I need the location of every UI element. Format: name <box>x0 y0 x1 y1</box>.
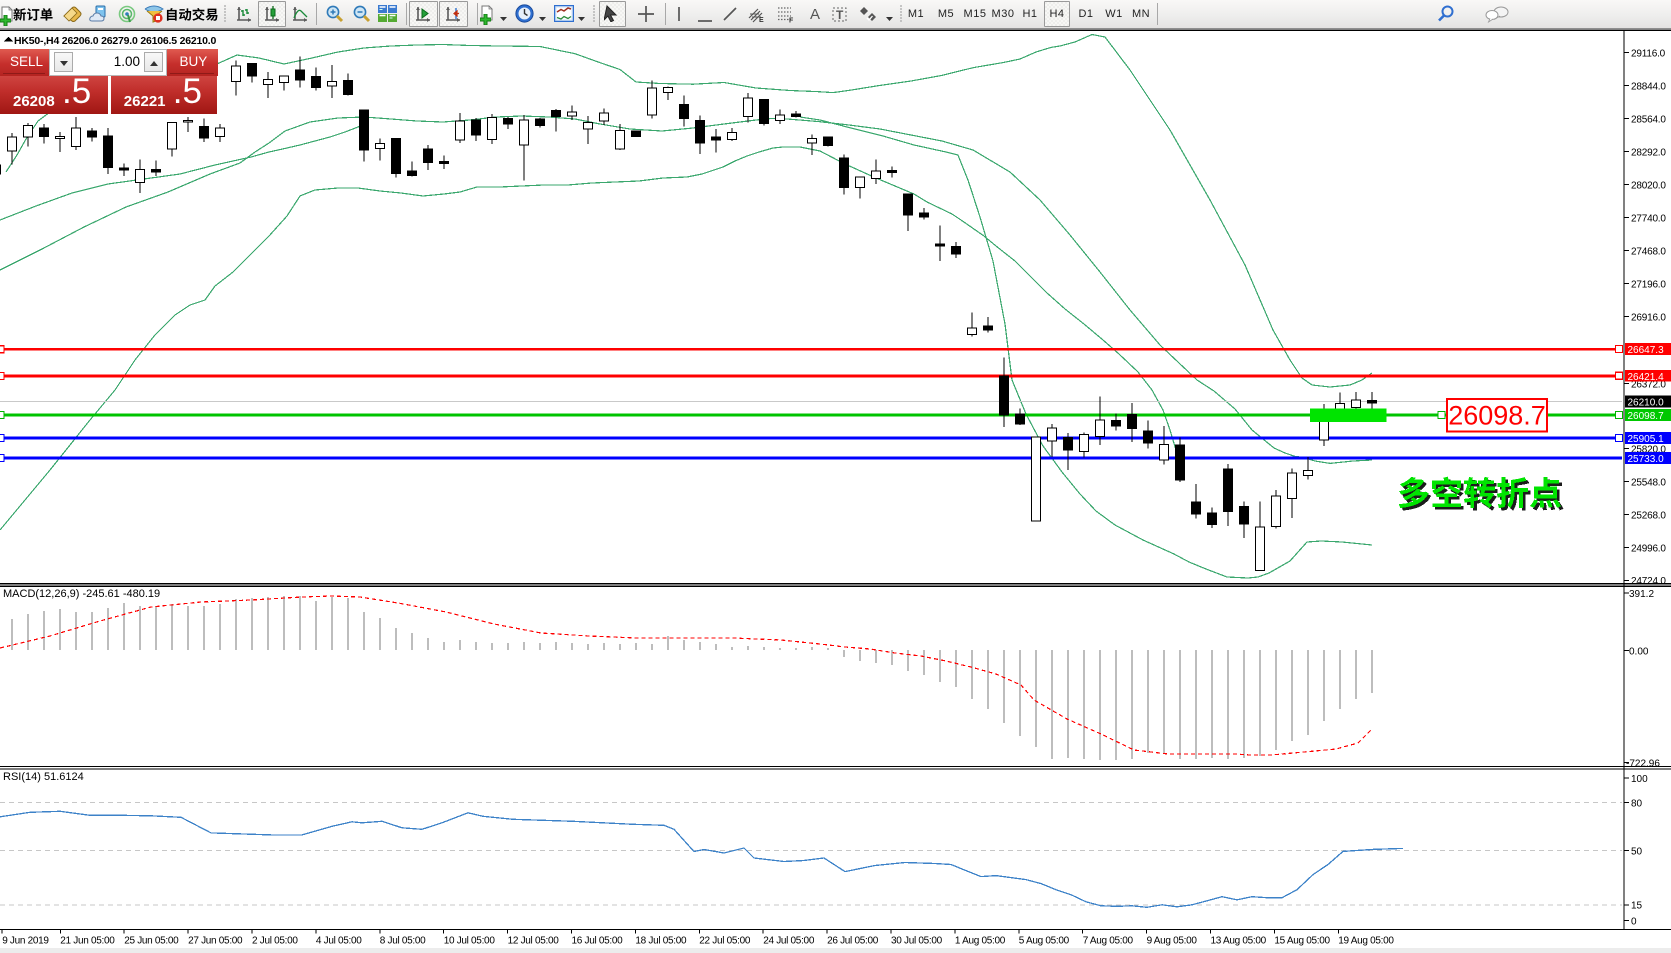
svg-text:5 Aug 05:00: 5 Aug 05:00 <box>1019 936 1070 947</box>
svg-text:25820.0: 25820.0 <box>1631 444 1666 455</box>
svg-text:2 Jul 05:00: 2 Jul 05:00 <box>252 936 298 947</box>
svg-text:26 Jul 05:00: 26 Jul 05:00 <box>827 936 879 947</box>
svg-text:9 Aug 05:00: 9 Aug 05:00 <box>1147 936 1198 947</box>
svg-text:21 Jun 05:00: 21 Jun 05:00 <box>60 936 115 947</box>
svg-text:391.2: 391.2 <box>1629 589 1654 600</box>
svg-text:12 Jul 05:00: 12 Jul 05:00 <box>508 936 560 947</box>
svg-text:T: T <box>836 8 844 22</box>
svg-text:8 Jul 05:00: 8 Jul 05:00 <box>380 936 426 947</box>
svg-text:25548.0: 25548.0 <box>1631 477 1666 488</box>
svg-text:18 Jul 05:00: 18 Jul 05:00 <box>635 936 687 947</box>
svg-text:26421.4: 26421.4 <box>1628 372 1665 383</box>
svg-text:27196.0: 27196.0 <box>1631 279 1666 290</box>
svg-text:26647.3: 26647.3 <box>1628 345 1665 356</box>
svg-text:7 Aug 05:00: 7 Aug 05:00 <box>1083 936 1134 947</box>
svg-text:19 Aug 05:00: 19 Aug 05:00 <box>1338 936 1394 947</box>
svg-text:50: 50 <box>1631 846 1643 857</box>
svg-text:4 Jul 05:00: 4 Jul 05:00 <box>316 936 362 947</box>
svg-text:16 Jul 05:00: 16 Jul 05:00 <box>572 936 624 947</box>
svg-text:MACD(12,26,9) -245.61 -480.19: MACD(12,26,9) -245.61 -480.19 <box>3 588 160 600</box>
svg-text:E: E <box>759 17 764 23</box>
svg-text:1 Aug 05:00: 1 Aug 05:00 <box>955 936 1006 947</box>
svg-text:28292.0: 28292.0 <box>1631 147 1666 158</box>
svg-text:15 Aug 05:00: 15 Aug 05:00 <box>1274 936 1330 947</box>
svg-text:0: 0 <box>1631 916 1637 927</box>
svg-text:26210.0: 26210.0 <box>1628 398 1665 409</box>
svg-text:100: 100 <box>1631 774 1648 785</box>
svg-text:26372.0: 26372.0 <box>1631 379 1666 390</box>
svg-text:80: 80 <box>1631 799 1643 810</box>
svg-text:29116.0: 29116.0 <box>1631 48 1666 59</box>
svg-text:28844.0: 28844.0 <box>1631 81 1666 92</box>
svg-text:A: A <box>810 6 820 21</box>
svg-text:26916.0: 26916.0 <box>1631 312 1666 323</box>
svg-text:10 Jul 05:00: 10 Jul 05:00 <box>444 936 496 947</box>
svg-text:26098.7: 26098.7 <box>1628 411 1665 422</box>
svg-text:28020.0: 28020.0 <box>1631 180 1666 191</box>
svg-text:9 Jun 2019: 9 Jun 2019 <box>2 936 49 947</box>
svg-text:25 Jun 05:00: 25 Jun 05:00 <box>124 936 179 947</box>
svg-text:25268.0: 25268.0 <box>1631 510 1666 521</box>
svg-text:-722.96: -722.96 <box>1626 758 1660 769</box>
svg-text:15: 15 <box>1631 901 1643 912</box>
svg-text:24996.0: 24996.0 <box>1631 543 1666 554</box>
svg-text:13 Aug 05:00: 13 Aug 05:00 <box>1211 936 1267 947</box>
svg-text:22 Jul 05:00: 22 Jul 05:00 <box>699 936 751 947</box>
svg-text:30 Jul 05:00: 30 Jul 05:00 <box>891 936 943 947</box>
svg-text:25905.1: 25905.1 <box>1628 434 1665 445</box>
svg-text:HK50-,H4 26206.0 26279.0 2610: HK50-,H4 26206.0 26279.0 26106.5 26210.0 <box>14 35 217 47</box>
svg-text:27 Jun 05:00: 27 Jun 05:00 <box>188 936 243 947</box>
svg-text:F: F <box>789 18 794 24</box>
svg-text:0.00: 0.00 <box>1629 646 1649 657</box>
svg-text:25733.0: 25733.0 <box>1628 454 1665 465</box>
svg-text:24724.0: 24724.0 <box>1631 576 1666 587</box>
svg-text:26098.7: 26098.7 <box>1448 401 1546 431</box>
svg-text:24 Jul 05:00: 24 Jul 05:00 <box>763 936 815 947</box>
svg-text:28564.0: 28564.0 <box>1631 114 1666 125</box>
svg-text:RSI(14) 51.6124: RSI(14) 51.6124 <box>3 771 84 783</box>
svg-text:27468.0: 27468.0 <box>1631 246 1666 257</box>
svg-text:27740.0: 27740.0 <box>1631 213 1666 224</box>
